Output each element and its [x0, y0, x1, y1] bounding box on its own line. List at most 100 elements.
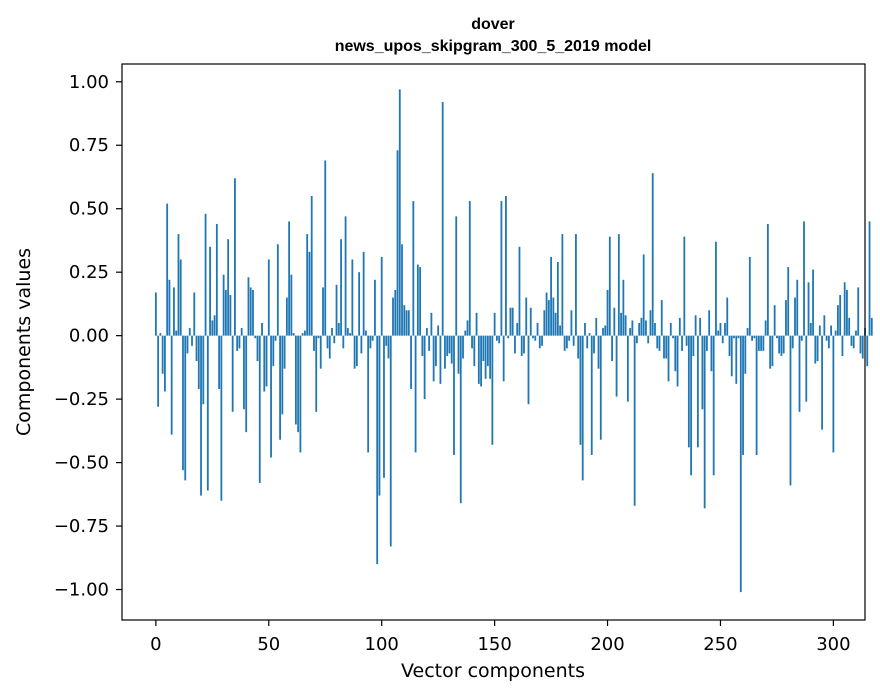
- bar: [430, 312, 433, 336]
- bar: [425, 328, 428, 336]
- bar: [398, 89, 401, 336]
- bar: [464, 330, 467, 336]
- bar: [459, 335, 462, 504]
- bar: [586, 335, 589, 349]
- bar: [477, 335, 480, 384]
- bar: [836, 305, 839, 336]
- bar: [493, 312, 496, 336]
- bar: [511, 307, 514, 336]
- bar: [509, 307, 512, 336]
- bar: [633, 335, 636, 506]
- bar: [410, 335, 412, 389]
- bar: [660, 300, 663, 336]
- bar: [514, 335, 516, 354]
- bar: [419, 267, 422, 336]
- bar: [315, 335, 318, 412]
- bar: [256, 335, 259, 362]
- bar: [231, 335, 234, 412]
- bar: [299, 335, 302, 453]
- bar: [407, 310, 410, 336]
- bar: [383, 335, 385, 478]
- bar: [570, 310, 573, 336]
- bar: [794, 297, 796, 336]
- bar: [827, 335, 830, 349]
- bar: [701, 335, 704, 410]
- bar: [292, 333, 295, 336]
- bar: [638, 322, 641, 336]
- bar: [581, 335, 584, 481]
- bar: [760, 335, 763, 351]
- bar: [360, 335, 363, 354]
- bar: [742, 335, 744, 455]
- bar: [532, 335, 534, 339]
- bar: [584, 322, 586, 336]
- bar: [857, 287, 860, 336]
- bar: [272, 335, 275, 367]
- bar: [385, 335, 388, 346]
- bar: [615, 335, 618, 397]
- bar: [448, 335, 451, 354]
- bar: [229, 295, 232, 336]
- bar: [175, 330, 178, 336]
- bar: [721, 335, 724, 344]
- bar: [441, 102, 444, 336]
- x-axis-label: Vector components: [401, 660, 585, 682]
- bar: [371, 335, 374, 341]
- bar: [746, 328, 749, 336]
- bar: [258, 335, 261, 483]
- bar: [692, 335, 695, 356]
- bar: [455, 216, 458, 336]
- bar: [306, 234, 309, 336]
- bar: [520, 335, 523, 356]
- bar: [317, 335, 320, 339]
- bar: [687, 335, 690, 448]
- bar: [726, 297, 729, 336]
- bar: [249, 287, 252, 336]
- bar: [279, 335, 281, 440]
- bar: [394, 289, 397, 336]
- bar: [290, 274, 293, 336]
- bar: [554, 312, 557, 336]
- bar: [841, 335, 844, 356]
- bar: [482, 335, 485, 362]
- bar: [855, 330, 857, 336]
- bar: [473, 335, 476, 367]
- bar: [412, 201, 415, 336]
- bar: [800, 335, 803, 341]
- bar: [563, 335, 566, 351]
- bar: [622, 279, 625, 336]
- bar: [785, 300, 787, 336]
- bar: [164, 335, 166, 392]
- y-tick-label: 0.00: [69, 326, 109, 347]
- bar: [678, 317, 681, 336]
- bar: [351, 259, 354, 336]
- bar: [717, 330, 720, 336]
- bar: [859, 335, 862, 354]
- bar: [220, 335, 223, 501]
- bar: [516, 322, 519, 336]
- bar: [805, 335, 808, 402]
- bar: [518, 246, 521, 336]
- bar: [658, 335, 661, 351]
- bar: [550, 256, 552, 336]
- bar: [699, 317, 702, 336]
- bar: [821, 335, 823, 430]
- x-tick-label: 300: [816, 634, 850, 655]
- bar: [170, 335, 173, 435]
- bar: [186, 335, 189, 354]
- bar: [538, 335, 541, 349]
- bar: [818, 325, 821, 336]
- bar: [541, 335, 543, 346]
- bar: [647, 335, 650, 344]
- bar: [683, 236, 686, 336]
- bar: [527, 335, 530, 405]
- bar: [606, 289, 609, 336]
- bar: [577, 335, 580, 359]
- bar: [396, 150, 399, 336]
- bar: [579, 335, 582, 445]
- bar: [358, 272, 361, 336]
- bar: [568, 335, 571, 341]
- bar: [331, 328, 333, 336]
- y-axis-label: Components values: [13, 248, 35, 436]
